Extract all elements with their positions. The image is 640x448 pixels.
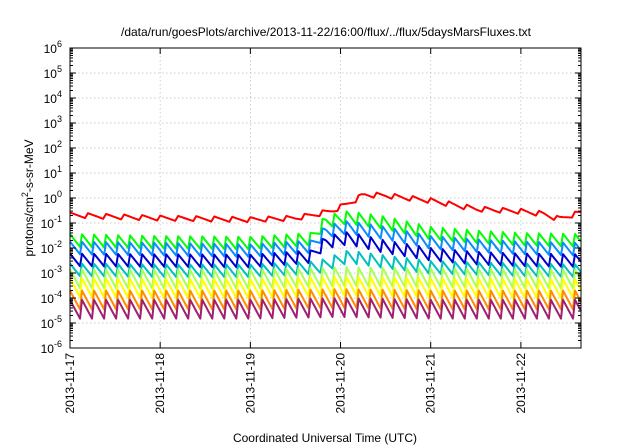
series-line-6 [69, 266, 582, 290]
x-axis-tick-labels: 2013-11-17 2013-11-18 2013-11-19 2013-11-20… [63, 353, 528, 414]
series-layer [69, 191, 582, 320]
y-tick-label-exp: -3 [54, 264, 62, 274]
y-tick-label: 106 [44, 39, 62, 56]
series-line-5 [69, 250, 582, 278]
y-tick-label: 10-4 [41, 289, 62, 306]
x-tick-label: 2013-11-17 [63, 353, 77, 414]
y-tick-label: 10-5 [41, 314, 62, 331]
y-tick-label: 103 [44, 114, 62, 131]
y-tick-label-exp: 1 [57, 164, 62, 174]
y-tick-label-base: 10 [44, 142, 58, 156]
y-tick-label-base: 10 [41, 217, 55, 231]
y-tick-label-base: 10 [44, 192, 58, 206]
y-tick-label-base: 10 [44, 117, 58, 131]
y-tick-label: 10-2 [41, 239, 62, 256]
y-tick-label-exp: -6 [54, 339, 62, 349]
y-tick-label-exp: -5 [54, 314, 62, 324]
y-tick-label: 104 [44, 89, 62, 106]
chart-title: /data/run/goesPlots/archive/2013-11-22/1… [121, 25, 532, 39]
x-tick-label: 2013-11-21 [424, 353, 438, 414]
y-axis-label-base: protons/cm [22, 197, 36, 256]
y-tick-label: 10-6 [41, 339, 62, 356]
y-axis-label-sup: 2 [20, 192, 30, 197]
y-tick-label-exp: 6 [57, 39, 62, 49]
y-tick-label-base: 10 [41, 317, 55, 331]
y-tick-label-base: 10 [44, 42, 58, 56]
series-line-1 [69, 191, 582, 224]
y-tick-label: 100 [44, 189, 62, 206]
y-tick-label-base: 10 [44, 167, 58, 181]
x-tick-label: 2013-11-18 [153, 353, 167, 414]
x-axis-label: Coordinated Universal Time (UTC) [233, 431, 417, 445]
series-line-7 [69, 275, 582, 299]
y-axis-tick-labels: 10-610-510-410-310-210-11001011021031041… [41, 39, 62, 356]
y-tick-label-exp: -4 [54, 289, 62, 299]
x-tick-label: 2013-11-19 [243, 353, 257, 414]
y-tick-label-exp: 3 [57, 114, 62, 124]
y-tick-label-base: 10 [44, 67, 58, 81]
series-line-8 [69, 288, 582, 311]
y-axis-label-rest: -s-sr-MeV [22, 139, 36, 192]
y-tick-label: 10-1 [41, 214, 62, 231]
y-tick-label-exp: 0 [57, 189, 62, 199]
series-line-2 [69, 210, 582, 251]
y-tick-label-exp: 2 [57, 139, 62, 149]
y-tick-label: 10-3 [41, 264, 62, 281]
x-tick-label: 2013-11-22 [514, 353, 528, 414]
y-tick-label-base: 10 [41, 292, 55, 306]
y-tick-label-exp: 5 [57, 64, 62, 74]
x-tick-label: 2013-11-20 [334, 353, 348, 414]
y-tick-label-base: 10 [41, 267, 55, 281]
y-tick-label-exp: 4 [57, 89, 62, 99]
y-tick-label: 102 [44, 139, 62, 156]
y-tick-label-base: 10 [44, 92, 58, 106]
y-tick-label: 101 [44, 164, 62, 181]
y-axis-label: protons/cm2-s-sr-MeV [20, 139, 36, 256]
axis-ticks [69, 47, 581, 349]
y-tick-label: 105 [44, 64, 62, 81]
y-tick-label-base: 10 [41, 242, 55, 256]
y-tick-label-base: 10 [41, 342, 55, 356]
y-tick-label-exp: -2 [54, 239, 62, 249]
y-tick-label-exp: -1 [54, 214, 62, 224]
series-line-4 [69, 231, 582, 269]
series-line-3 [69, 220, 582, 258]
series-line-9 [69, 297, 582, 320]
